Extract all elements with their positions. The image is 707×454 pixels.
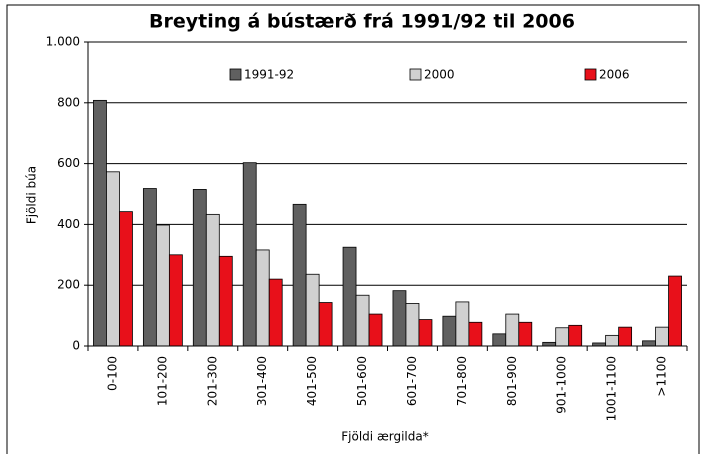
bar [155,224,170,347]
x-tick-label: 101-200 [155,356,169,406]
bar [618,326,633,347]
bar [655,326,669,347]
bar [106,171,120,347]
x-tick-label: 801-900 [505,356,519,406]
x-tick-label: 201-300 [205,356,219,406]
bar [542,341,557,347]
bar [119,211,133,347]
bar [505,313,520,347]
legend-label: 2000 [424,68,455,82]
x-axis-label: Fjöldi ærgilda* [341,430,428,444]
bar [168,254,183,347]
bar [418,319,433,347]
y-tick-label: 200 [57,278,80,292]
legend-label: 1991-92 [244,68,294,82]
y-tick-label: 1.000 [46,35,80,49]
chart-border [6,4,700,454]
bar [368,313,383,347]
legend-label: 2006 [599,68,630,82]
x-tick-label: 701-800 [455,356,469,406]
bar [605,334,620,347]
x-tick-label: 1001-1100 [605,356,619,421]
y-tick-label: 600 [57,156,80,170]
bar [218,255,233,347]
bar [642,340,656,347]
y-tick-label: 800 [57,95,80,109]
bar [93,99,107,347]
bar [405,303,420,347]
x-tick-label: 601-700 [405,356,419,406]
x-tick-label: 501-600 [355,356,369,406]
bar [305,273,320,347]
bar [668,275,682,347]
legend-swatch [409,68,422,81]
y-axis-label: Fjöldi búa [25,166,39,224]
bar [342,246,357,347]
chart-title: Breyting á bústærð frá 1991/92 til 2006 [149,11,575,33]
bar [255,249,270,347]
bar [192,189,207,347]
x-tick-label: >1100 [655,356,669,397]
bar [568,324,583,347]
bar [242,162,257,347]
bar [555,327,570,347]
bar [455,301,470,347]
legend-swatch [229,68,242,81]
bar [142,188,157,347]
bar [205,213,220,347]
x-tick-label: 301-400 [255,356,269,406]
bar [355,294,370,347]
bar [518,321,533,347]
x-tick-label: 0-100 [105,356,119,391]
bar [468,321,483,347]
bar [268,278,283,347]
x-tick-label: 901-1000 [555,356,569,414]
bar [392,290,407,347]
bar [492,333,507,347]
bar [292,203,307,347]
bar [318,302,333,347]
x-tick-label: 401-500 [305,356,319,406]
legend-swatch [584,68,597,81]
y-tick-label: 400 [57,217,80,231]
bar [442,315,457,347]
y-tick-label: 0 [72,339,80,353]
